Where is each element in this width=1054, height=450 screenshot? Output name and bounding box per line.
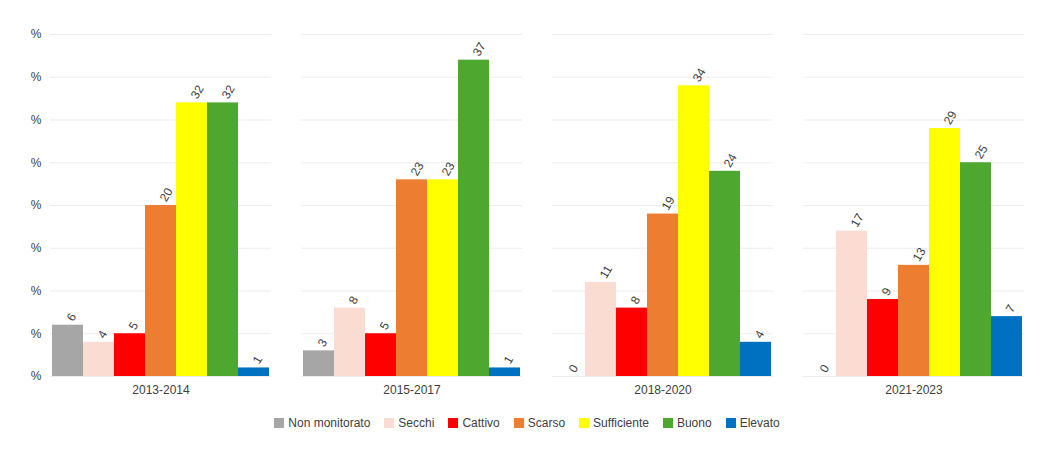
svg-text:4: 4 bbox=[752, 328, 768, 341]
svg-text:25: 25 bbox=[972, 142, 991, 161]
svg-text:2018-2020: 2018-2020 bbox=[634, 383, 692, 397]
svg-text:1: 1 bbox=[250, 353, 266, 366]
svg-text:17: 17 bbox=[848, 211, 867, 230]
svg-text:5: 5 bbox=[126, 319, 142, 332]
svg-text:%: % bbox=[31, 113, 42, 127]
svg-text:19: 19 bbox=[659, 194, 678, 213]
svg-text:2013-2014: 2013-2014 bbox=[132, 383, 190, 397]
html-text:Sufficiente: Sufficiente bbox=[593, 416, 649, 430]
svg-text:6: 6 bbox=[64, 311, 80, 324]
svg-text:8: 8 bbox=[628, 293, 644, 306]
html-text:Buono: Buono bbox=[676, 416, 712, 430]
html-text:Scarso: Scarso bbox=[527, 416, 566, 430]
svg-text:32: 32 bbox=[219, 82, 238, 101]
html-text:Secchi: Secchi bbox=[398, 416, 435, 430]
svg-text:%: % bbox=[31, 241, 42, 255]
svg-text:32: 32 bbox=[188, 82, 207, 101]
svg-text:%: % bbox=[31, 156, 42, 170]
html-text:Cattivo: Cattivo bbox=[462, 416, 500, 430]
svg-text:11: 11 bbox=[597, 263, 616, 281]
svg-text:%: % bbox=[31, 27, 42, 41]
svg-text:20: 20 bbox=[157, 185, 176, 204]
svg-text:3: 3 bbox=[315, 336, 331, 349]
svg-text:%: % bbox=[31, 327, 42, 341]
svg-text:5: 5 bbox=[377, 319, 393, 332]
svg-text:%: % bbox=[31, 70, 42, 84]
svg-text:23: 23 bbox=[439, 159, 458, 178]
html-text:Non monitorato: Non monitorato bbox=[288, 416, 371, 430]
html-text:Elevato: Elevato bbox=[739, 416, 780, 430]
svg-text:4: 4 bbox=[95, 328, 111, 341]
svg-text:8: 8 bbox=[346, 293, 362, 306]
svg-text:%: % bbox=[31, 198, 42, 212]
svg-text:2015-2017: 2015-2017 bbox=[383, 383, 441, 397]
svg-text:0: 0 bbox=[817, 362, 833, 375]
svg-text:24: 24 bbox=[721, 151, 740, 170]
svg-text:37: 37 bbox=[470, 40, 489, 59]
svg-text:0: 0 bbox=[566, 362, 582, 375]
svg-text:29: 29 bbox=[941, 108, 960, 127]
svg-text:%: % bbox=[31, 284, 42, 298]
svg-text:1: 1 bbox=[501, 353, 517, 366]
svg-text:2021-2023: 2021-2023 bbox=[885, 383, 943, 397]
svg-text:13: 13 bbox=[910, 245, 929, 264]
svg-text:7: 7 bbox=[1003, 302, 1019, 315]
svg-text:9: 9 bbox=[879, 285, 895, 298]
svg-text:23: 23 bbox=[408, 159, 427, 178]
svg-text:%: % bbox=[31, 369, 42, 383]
svg-text:34: 34 bbox=[690, 65, 709, 84]
